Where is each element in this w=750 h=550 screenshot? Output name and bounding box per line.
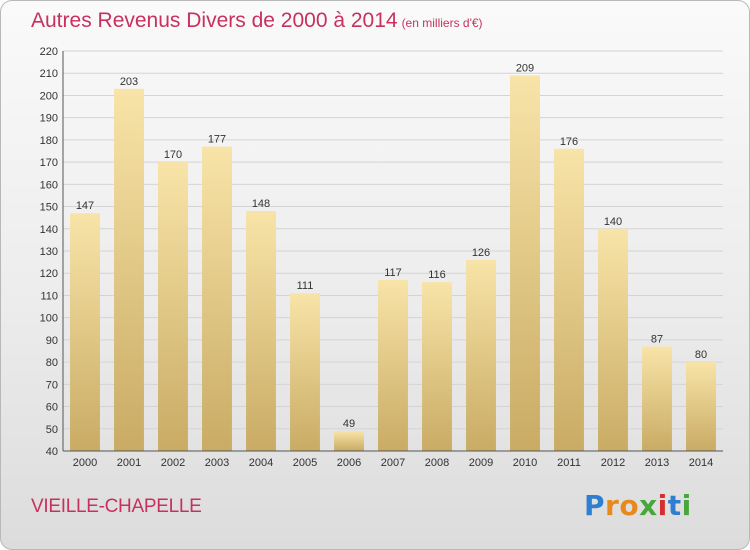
logo-letter: i: [681, 489, 692, 522]
y-tick-label: 120: [40, 268, 58, 280]
y-tick-label: 140: [40, 224, 58, 236]
y-tick-label: 180: [40, 135, 58, 147]
bar: [290, 293, 320, 451]
commune-name: VIEILLE-CHAPELLE: [31, 496, 202, 517]
bar-value-label: 177: [208, 134, 226, 146]
logo-letter: P: [584, 489, 606, 522]
bar: [202, 146, 232, 452]
y-tick-label: 190: [40, 113, 58, 125]
bar-value-label: 203: [120, 76, 138, 88]
x-tick-label: 2009: [469, 457, 493, 469]
bar-value-label: 170: [164, 149, 182, 161]
bar: [510, 75, 540, 451]
x-tick-label: 2008: [425, 457, 449, 469]
bar-value-label: 148: [252, 198, 270, 210]
bar: [246, 211, 276, 451]
y-tick-label: 210: [40, 68, 58, 80]
bars: 147 203 170 177 148 111 49 117 116 126 209 176 140 87…: [70, 62, 716, 452]
y-tick-label: 150: [40, 202, 58, 214]
y-tick-label: 60: [46, 402, 58, 414]
bar: [70, 213, 100, 451]
y-tick-label: 170: [40, 157, 58, 169]
logo-letter: t: [667, 489, 682, 522]
logo-letter: r: [605, 489, 620, 522]
logo-letter: i: [657, 489, 668, 522]
bar: [158, 162, 188, 451]
y-tick-label: 110: [40, 290, 58, 302]
y-tick-label: 200: [40, 90, 58, 102]
y-tick-label: 160: [40, 179, 58, 191]
x-tick-label: 2006: [337, 457, 361, 469]
x-tick-label: 2005: [293, 457, 317, 469]
y-tick-label: 70: [46, 379, 58, 391]
bar: [642, 346, 672, 451]
x-tick-label: 2013: [645, 457, 669, 469]
y-tick-label: 40: [46, 446, 58, 458]
chart-unit-note: (en milliers d'€): [401, 16, 483, 30]
x-tick-label: 2014: [689, 457, 713, 469]
y-tick-label: 220: [40, 46, 58, 58]
y-axis: 40 50 60 70 80 90 100 110 120 130 140 150 160 170 180 1…: [40, 46, 64, 458]
y-tick-label: 130: [40, 246, 58, 258]
bar: [686, 362, 716, 451]
chart-title: Autres Revenus Divers de 2000 à 2014 (en …: [31, 9, 483, 33]
bar-value-label: 111: [297, 280, 314, 292]
y-tick-label: 90: [46, 335, 58, 347]
bar-value-label: 140: [604, 216, 622, 228]
bar-value-label: 126: [472, 247, 490, 259]
x-tick-label: 2003: [205, 457, 229, 469]
bar-value-label: 80: [695, 349, 707, 361]
y-tick-label: 100: [40, 313, 58, 325]
bar-value-label: 209: [516, 62, 534, 74]
bar: [554, 148, 584, 451]
bar: [598, 228, 628, 451]
bar: [422, 282, 452, 451]
bar: [378, 279, 408, 451]
x-tick-label: 2001: [117, 457, 141, 469]
x-tick-label: 2002: [161, 457, 185, 469]
bar: [334, 431, 364, 451]
bar-value-label: 116: [428, 269, 446, 281]
chart-title-text: Autres Revenus Divers de 2000 à 2014: [31, 9, 398, 32]
x-tick-label: 2012: [601, 457, 625, 469]
bar-value-label: 176: [560, 136, 578, 148]
bar-value-label: 49: [343, 418, 355, 430]
y-tick-label: 80: [46, 357, 58, 369]
logo-letter: o: [619, 489, 640, 522]
x-tick-label: 2010: [513, 457, 537, 469]
logo-letter: x: [639, 489, 658, 522]
bar: [466, 259, 496, 451]
x-tick-label: 2011: [557, 457, 581, 469]
proxiti-logo: Proxiti: [584, 489, 692, 522]
bar-value-label: 147: [76, 200, 94, 212]
x-tick-label: 2004: [249, 457, 273, 469]
bar-value-label: 117: [384, 267, 402, 279]
bar: [114, 88, 144, 452]
y-tick-label: 50: [46, 424, 58, 436]
x-tick-label: 2000: [73, 457, 97, 469]
x-tick-label: 2007: [381, 457, 405, 469]
x-axis: 2000 2001 2002 2003 2004 2005 2006 2007 2008 2009…: [63, 450, 723, 469]
bar-value-label: 87: [651, 334, 663, 346]
